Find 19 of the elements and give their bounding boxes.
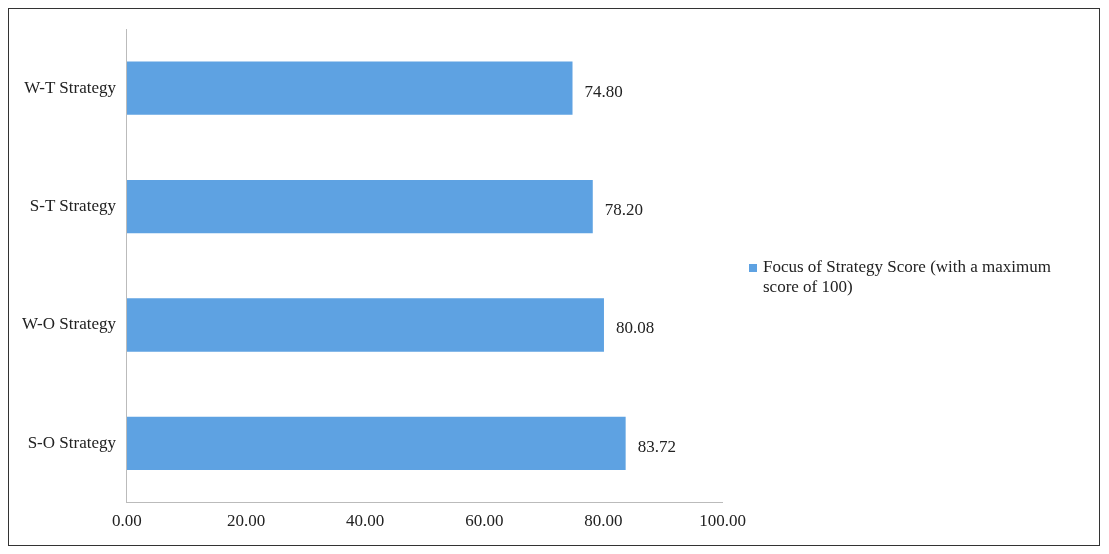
x-tick-label: 0.00 bbox=[112, 511, 142, 531]
x-tick-label: 100.00 bbox=[699, 511, 746, 531]
y-tick-label: S-O Strategy bbox=[27, 432, 117, 452]
bar bbox=[126, 61, 573, 115]
y-tick-label: S-T Strategy bbox=[29, 196, 117, 216]
data-label: 83.72 bbox=[637, 436, 676, 456]
x-tick-label: 80.00 bbox=[584, 511, 623, 531]
bar bbox=[126, 179, 593, 234]
x-tick-label: 40.00 bbox=[346, 511, 385, 531]
data-label: 80.08 bbox=[615, 318, 655, 338]
legend-label: Focus of Strategy Score (with a maximum score of 100) bbox=[763, 257, 1052, 297]
x-tick-label: 20.00 bbox=[226, 511, 266, 531]
y-tick-label: W-O Strategy bbox=[22, 314, 117, 334]
data-label: 74.80 bbox=[584, 81, 623, 101]
x-tick-label: 60.00 bbox=[465, 511, 504, 531]
data-label: 78.20 bbox=[604, 200, 644, 220]
bar bbox=[126, 416, 626, 471]
bar bbox=[126, 298, 604, 352]
y-tick-label: W-T Strategy bbox=[24, 77, 117, 97]
